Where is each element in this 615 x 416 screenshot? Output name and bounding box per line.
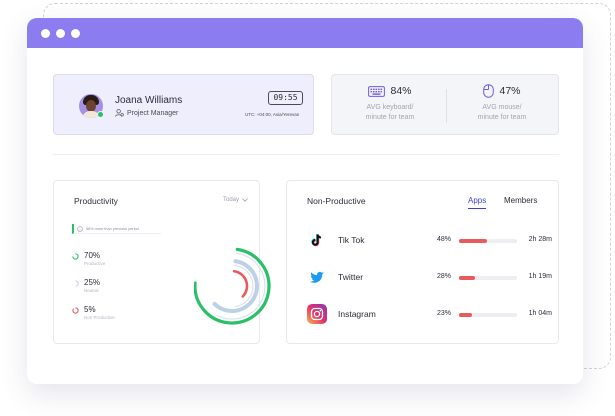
period-dropdown[interactable]: Today — [223, 197, 248, 203]
stats-divider — [446, 89, 447, 123]
instagram-icon — [307, 304, 327, 324]
non-productive-metric: 5% Non Productive — [72, 305, 115, 321]
neutral-value: 25% — [84, 278, 101, 287]
online-status-dot — [97, 111, 104, 118]
keyboard-stat-value: 84% — [390, 85, 412, 97]
profile-card: Joana Williams Project Manager 09:55 UTC… — [53, 74, 314, 135]
comparison-note-text: 58% more than previous period — [86, 226, 139, 231]
non-productive-card: Non-Productive Apps Members Tik Tok 48% … — [286, 180, 559, 344]
usage-bar-fill — [459, 276, 476, 280]
productive-ring-icon — [72, 253, 79, 260]
usage-bar — [459, 313, 517, 317]
non-productive-ring — [232, 269, 249, 298]
non-productive-title: Non-Productive — [307, 196, 366, 206]
usage-bar — [459, 239, 517, 243]
app-window: Joana Williams Project Manager 09:55 UTC… — [27, 18, 583, 384]
clock-display: 09:55 — [268, 91, 303, 105]
app-row-instagram[interactable]: Instagram 23% 1h 04m — [307, 304, 552, 324]
tab-apps[interactable]: Apps — [468, 196, 487, 209]
period-dropdown-label: Today — [222, 197, 239, 203]
tiktok-icon — [307, 230, 327, 250]
app-name: Tik Tok — [338, 235, 365, 245]
app-row-tiktok[interactable]: Tik Tok 48% 2h 28m — [307, 230, 552, 250]
neutral-label: Neutral — [84, 288, 99, 293]
team-stats-card: 84% AVG keyboard/ minute for team 47% AV… — [331, 74, 559, 135]
mouse-stat-label-1: AVG mouse/ — [482, 104, 522, 111]
info-icon — [77, 225, 83, 232]
mouse-stat-value: 47% — [499, 85, 521, 97]
non-productive-label: Non Productive — [84, 315, 115, 320]
timezone-label: UTC: +04:00, Asia/Yerevan — [245, 112, 300, 117]
chevron-down-icon — [242, 198, 248, 202]
user-role-icon — [115, 109, 124, 117]
tab-members[interactable]: Members — [504, 196, 538, 205]
productive-value: 70% — [84, 251, 101, 260]
profile-role: Project Manager — [115, 109, 178, 117]
app-percent: 28% — [437, 273, 452, 280]
keyboard-stat-label-2: minute for team — [365, 114, 415, 121]
mouse-icon — [483, 84, 495, 98]
app-time: 1h 19m — [528, 273, 552, 280]
productive-metric: 70% Productive — [72, 251, 105, 267]
usage-bar — [459, 276, 517, 280]
usage-bar-fill — [459, 239, 487, 243]
track-ring — [216, 252, 266, 320]
window-dot-2[interactable] — [56, 28, 65, 38]
keyboard-stat-label-1: AVG keyboard/ — [366, 104, 414, 111]
non-productive-ring-icon — [72, 307, 79, 314]
app-percent: 48% — [437, 236, 452, 243]
app-time: 2h 28m — [528, 236, 552, 243]
app-name: Instagram — [338, 309, 376, 319]
inner-track-ring — [234, 264, 254, 308]
productivity-card: Productivity Today 58% more than previou… — [53, 180, 271, 344]
keyboard-stat: 84% AVG keyboard/ minute for team — [335, 83, 445, 123]
app-time: 1h 04m — [528, 310, 552, 317]
app-name: Twitter — [338, 272, 364, 282]
twitter-icon — [307, 267, 327, 287]
mouse-stat: 47% AVG mouse/ minute for team — [447, 83, 557, 123]
window-titlebar — [27, 18, 583, 48]
neutral-ring-icon — [72, 280, 79, 287]
productive-label: Productive — [84, 261, 106, 266]
usage-bar-fill — [459, 313, 473, 317]
productive-ring — [194, 247, 271, 325]
non-productive-value: 5% — [84, 305, 96, 314]
productivity-ring-chart — [194, 247, 271, 325]
neutral-metric: 25% Neutral — [72, 278, 100, 294]
keyboard-icon — [368, 85, 386, 97]
profile-role-label: Project Manager — [127, 109, 179, 117]
app-percent: 23% — [437, 310, 452, 317]
profile-name: Joana Williams — [115, 95, 183, 106]
section-divider — [53, 154, 559, 155]
productivity-title: Productivity — [74, 196, 118, 206]
window-dot-1[interactable] — [41, 28, 50, 38]
app-row-twitter[interactable]: Twitter 28% 1h 19m — [307, 267, 552, 287]
neutral-ring — [212, 259, 259, 313]
window-dot-3[interactable] — [71, 28, 80, 38]
comparison-note: 58% more than previous period — [72, 224, 161, 234]
mouse-stat-label-2: minute for team — [477, 114, 527, 121]
